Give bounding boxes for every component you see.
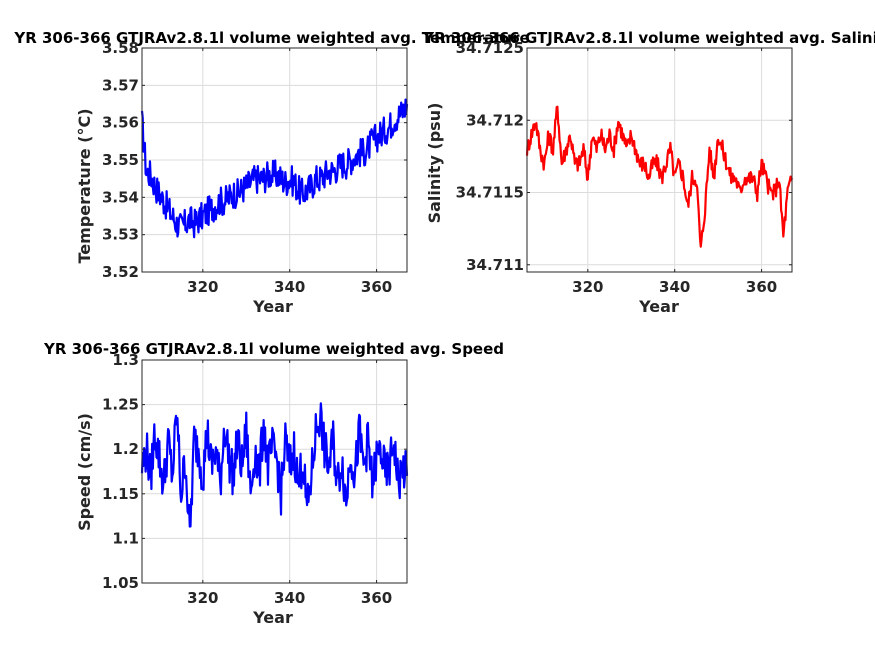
temperature-xtick-label: 360 <box>361 278 392 296</box>
temperature-series-line <box>140 98 409 239</box>
speed-ytick-label: 1.15 <box>102 485 139 503</box>
salinity-axes-frame <box>526 47 793 273</box>
speed-ytick-label: 1.25 <box>102 396 139 414</box>
salinity-grid <box>527 47 792 272</box>
salinity-panel: YR 306-366 GTJRAv2.8.1l volume weighted … <box>422 29 875 316</box>
temperature-ytick-label: 3.55 <box>102 151 139 169</box>
temperature-ytick-label: 3.53 <box>102 226 139 244</box>
speed-xtick-label: 360 <box>361 589 392 607</box>
speed-ytick-label: 1.2 <box>112 440 139 458</box>
temperature-xtick-label: 340 <box>274 278 305 296</box>
temperature-ytick-label: 3.52 <box>102 263 139 281</box>
temperature-ylabel: Temperature (°C) <box>75 108 94 263</box>
temperature-ytick-label: 3.56 <box>102 114 139 132</box>
temperature-ytick-label: 3.57 <box>102 76 139 94</box>
salinity-title: YR 306-366 GTJRAv2.8.1l volume weighted … <box>422 29 875 47</box>
speed-xtick-label: 320 <box>187 589 218 607</box>
speed-axes-frame <box>141 359 408 584</box>
speed-ytick-label: 1.05 <box>102 574 139 592</box>
temperature-ytick-label: 3.58 <box>102 39 139 57</box>
salinity-ytick-label: 34.711 <box>466 256 524 274</box>
salinity-ytick-label: 34.712 <box>466 111 524 129</box>
salinity-ytick-label: 34.7125 <box>456 39 524 57</box>
speed-ytick-label: 1.1 <box>112 529 139 547</box>
salinity-xtick-label: 360 <box>746 278 777 296</box>
speed-xlabel: Year <box>252 608 293 627</box>
speed-title: YR 306-366 GTJRAv2.8.1l volume weighted … <box>43 340 504 358</box>
salinity-xlabel: Year <box>638 297 679 316</box>
salinity-ylabel: Salinity (psu) <box>425 103 444 224</box>
speed-ytick-label: 1.3 <box>112 351 139 369</box>
salinity-series-line <box>525 105 794 248</box>
temperature-title: YR 306-366 GTJRAv2.8.1l volume weighted … <box>13 29 529 47</box>
salinity-ytick-label: 34.7115 <box>456 184 524 202</box>
temperature-xlabel: Year <box>252 297 293 316</box>
salinity-xtick-label: 320 <box>572 278 603 296</box>
speed-xtick-label: 340 <box>274 589 305 607</box>
temperature-ytick-label: 3.54 <box>102 188 139 206</box>
speed-ylabel: Speed (cm/s) <box>75 413 94 531</box>
speed-panel: YR 306-366 GTJRAv2.8.1l volume weighted … <box>43 340 504 627</box>
temperature-xtick-label: 320 <box>187 278 218 296</box>
temperature-panel: YR 306-366 GTJRAv2.8.1l volume weighted … <box>13 29 529 316</box>
salinity-xtick-label: 340 <box>659 278 690 296</box>
speed-series-line <box>140 402 409 528</box>
